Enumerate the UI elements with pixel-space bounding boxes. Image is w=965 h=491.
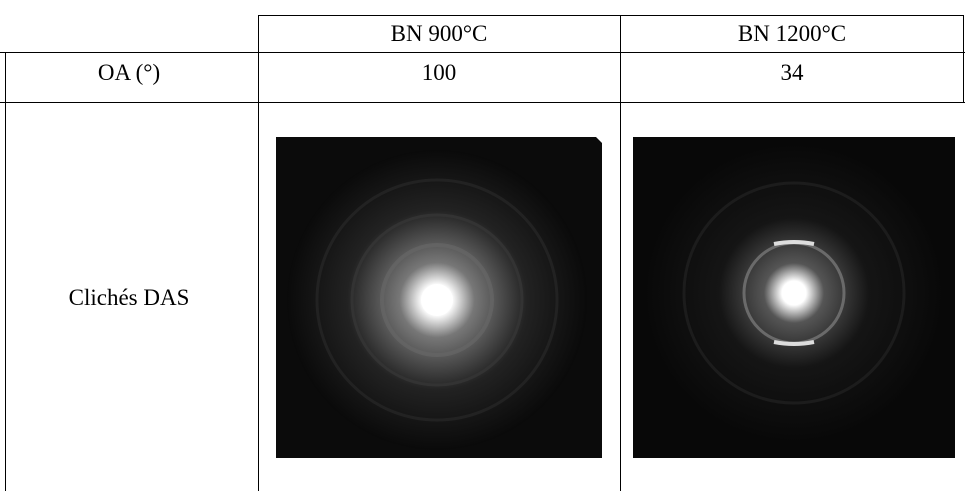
cell: 34 <box>780 60 804 85</box>
row-label: OA (°) <box>97 60 161 85</box>
border <box>0 52 965 53</box>
row-label: Clichés DAS <box>68 285 190 310</box>
border <box>258 15 964 16</box>
border <box>620 15 621 491</box>
border <box>5 52 6 491</box>
header-cell: BN 1200°C <box>737 21 847 46</box>
image-bn900 <box>276 137 602 458</box>
image-bn1200 <box>633 137 955 458</box>
cell: 100 <box>421 60 457 85</box>
header-cell: BN 900°C <box>390 21 488 46</box>
border <box>0 102 965 103</box>
border <box>963 15 964 103</box>
border <box>258 15 259 491</box>
